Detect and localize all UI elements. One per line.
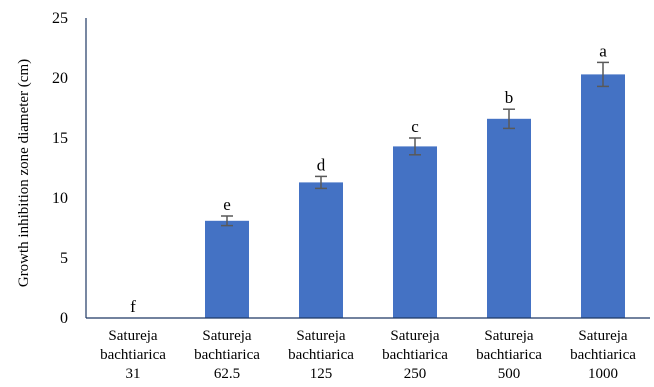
y-tick-label: 10 bbox=[52, 190, 68, 207]
significance-letter: e bbox=[223, 195, 231, 214]
error-bar bbox=[315, 175, 327, 190]
y-axis-label: Growth inhibition zone diameter (cm) bbox=[16, 59, 32, 287]
significance-letter: d bbox=[317, 155, 326, 174]
y-tick-label: 20 bbox=[52, 70, 68, 87]
x-tick-label: Satureja bachtiarica 500 bbox=[476, 328, 542, 382]
error-bar bbox=[221, 215, 233, 227]
bar bbox=[299, 182, 343, 318]
x-tick-label: Satureja bachtiarica 31 bbox=[100, 328, 166, 382]
x-tick-label: Satureja bachtiarica 250 bbox=[382, 328, 448, 382]
y-axis-ticks: 0 5 10 15 20 25 bbox=[52, 10, 68, 327]
y-tick-label: 15 bbox=[52, 130, 68, 147]
bars bbox=[205, 74, 625, 319]
y-tick-label: 5 bbox=[60, 250, 68, 267]
significance-letter: b bbox=[505, 88, 514, 107]
significance-letter: f bbox=[130, 297, 136, 316]
bar bbox=[393, 146, 437, 318]
bar bbox=[581, 74, 625, 319]
x-tick-label: Satureja bachtiarica 125 bbox=[288, 328, 354, 382]
x-axis-ticks: Satureja bachtiarica 31 Satureja bachtiarica… bbox=[100, 328, 636, 382]
error-bar bbox=[597, 61, 609, 88]
error-bars bbox=[221, 61, 609, 227]
error-bar bbox=[503, 108, 515, 130]
x-tick-label: Satureja bachtiarica 1000 bbox=[570, 328, 636, 382]
significance-letter: c bbox=[411, 117, 419, 136]
bar bbox=[205, 220, 249, 318]
y-tick-label: 25 bbox=[52, 10, 68, 27]
significance-letters: f e d c b a bbox=[130, 41, 607, 316]
x-tick-label: Satureja bachtiarica 62.5 bbox=[194, 328, 260, 382]
y-tick-label: 0 bbox=[60, 310, 68, 327]
error-bar bbox=[409, 137, 421, 156]
significance-letter: a bbox=[599, 41, 607, 60]
bar bbox=[487, 118, 531, 318]
